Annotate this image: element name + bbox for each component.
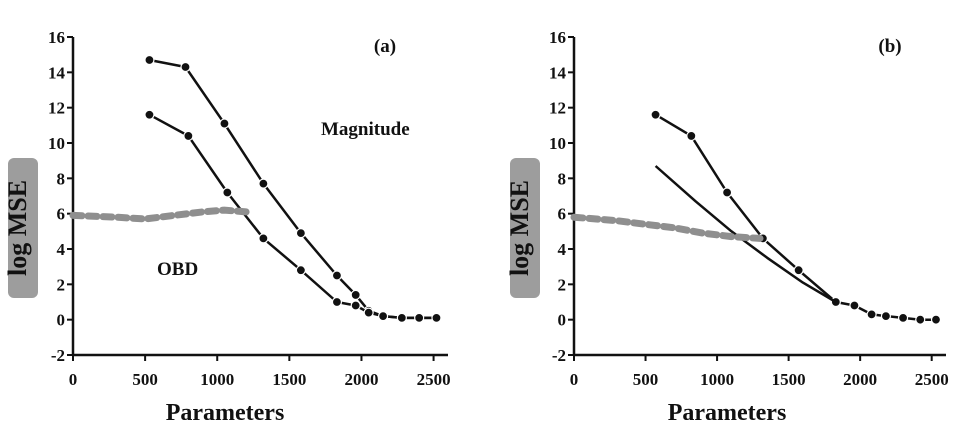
x-tick-label: 0 — [570, 370, 579, 389]
y-tick-label: 14 — [549, 63, 567, 82]
y-axis-title: log MSE — [505, 180, 534, 276]
annotation-obd: OBD — [157, 259, 198, 280]
data-point — [880, 311, 892, 322]
y-tick-label: 8 — [558, 169, 567, 188]
data-point — [331, 270, 343, 281]
data-point — [222, 187, 233, 198]
series-line-1 — [654, 113, 936, 321]
x-axis-title: Parameters — [668, 400, 787, 426]
data-point — [144, 54, 155, 66]
x-tick-label: 500 — [132, 370, 158, 389]
data-point — [686, 130, 697, 142]
y-tick-label: 2 — [558, 275, 567, 294]
data-point — [331, 296, 343, 308]
data-point — [258, 233, 269, 244]
data-point — [377, 311, 389, 322]
x-tick-label: 2000 — [344, 370, 378, 389]
data-point — [258, 178, 269, 189]
data-point — [915, 314, 926, 325]
x-tick-label: 0 — [69, 370, 78, 389]
y-title-highlight — [510, 158, 540, 298]
y-tick-label: 10 — [549, 134, 566, 153]
x-axis-title: Parameters — [166, 400, 285, 426]
y-tick-label: 12 — [48, 99, 65, 118]
data-point — [219, 118, 230, 129]
data-point — [866, 309, 877, 320]
data-point — [144, 109, 155, 120]
x-tick-label: 1000 — [200, 370, 234, 389]
panel-label: (a) — [374, 36, 396, 57]
y-tick-label: 14 — [48, 63, 66, 82]
y-tick-label: 16 — [549, 28, 566, 47]
gray-dashed-series-line — [570, 213, 764, 242]
y-tick-label: 12 — [549, 99, 566, 118]
data-point — [295, 228, 306, 239]
x-tick-label: 1500 — [772, 370, 806, 389]
data-point — [793, 265, 804, 276]
data-point — [396, 312, 407, 323]
data-point — [431, 312, 442, 323]
x-tick-label: 2500 — [417, 370, 451, 389]
y-tick-label: 10 — [48, 134, 65, 153]
y-tick-label: 6 — [558, 205, 567, 224]
y-tick-label: 6 — [57, 205, 66, 224]
y-tick-label: 4 — [57, 240, 66, 259]
y-tick-label: 8 — [57, 169, 66, 188]
gray-dashed-series-line — [69, 206, 250, 223]
data-point — [363, 307, 374, 318]
annotation-magnitude: Magnitude — [321, 119, 410, 140]
data-point — [183, 130, 194, 142]
data-point — [930, 314, 942, 325]
data-point — [350, 289, 361, 301]
y-tick-label: 16 — [48, 28, 65, 47]
data-point — [180, 61, 191, 73]
x-tick-label: 2000 — [843, 370, 877, 389]
data-point — [897, 312, 909, 323]
y-tick-label: 4 — [558, 240, 567, 259]
y-title-highlight — [8, 158, 38, 298]
series-line-2 — [654, 165, 837, 304]
data-point — [849, 300, 860, 311]
x-tick-label: 1500 — [272, 370, 306, 389]
x-tick-label: 2500 — [915, 370, 949, 389]
data-point — [721, 187, 733, 198]
panel-label: (b) — [878, 36, 901, 57]
y-tick-label: -2 — [51, 346, 65, 365]
x-tick-label: 1000 — [700, 370, 734, 389]
y-tick-label: -2 — [552, 346, 566, 365]
y-tick-label: 2 — [57, 275, 66, 294]
y-axis-title: log MSE — [3, 180, 32, 276]
data-point — [650, 109, 661, 120]
data-point — [295, 265, 306, 276]
y-tick-label: 0 — [558, 311, 567, 330]
data-point — [350, 300, 361, 311]
data-point — [414, 312, 425, 323]
y-tick-label: 0 — [57, 311, 66, 330]
x-tick-label: 500 — [633, 370, 659, 389]
